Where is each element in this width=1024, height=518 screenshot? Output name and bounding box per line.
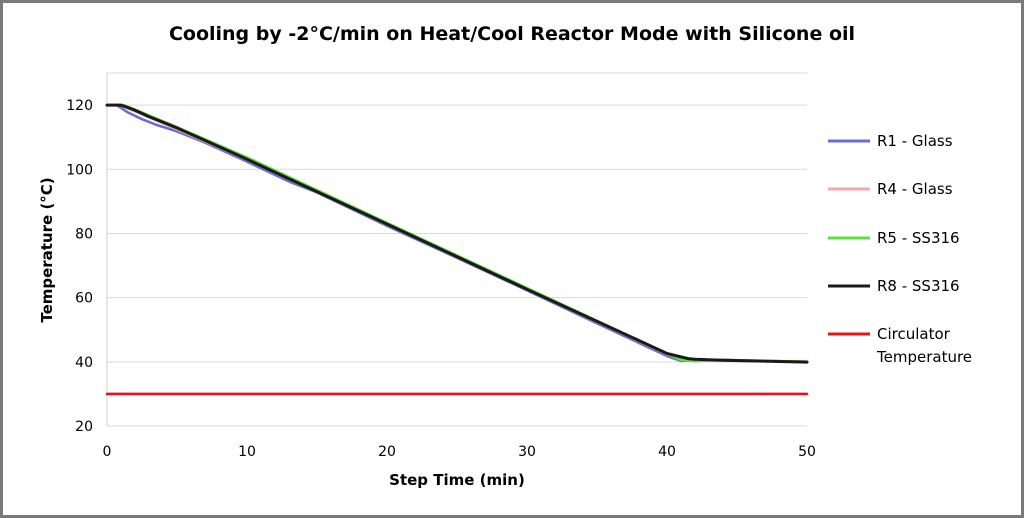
legend-label: R1 - Glass bbox=[877, 132, 953, 150]
chart-title: Cooling by -2°C/min on Heat/Cool Reactor… bbox=[169, 23, 855, 45]
x-tick-label: 10 bbox=[238, 444, 256, 460]
y-tick-label: 120 bbox=[66, 98, 93, 114]
y-tick-label: 60 bbox=[75, 291, 93, 307]
x-tick-label: 0 bbox=[103, 444, 112, 460]
legend-label: R4 - Glass bbox=[877, 180, 953, 198]
y-tick-label: 80 bbox=[75, 226, 93, 242]
y-tick-label: 100 bbox=[66, 162, 93, 178]
y-axis-label: Temperature (°C) bbox=[38, 177, 56, 322]
series-lines bbox=[105, 103, 809, 396]
y-tick-label: 40 bbox=[75, 355, 93, 371]
legend-label: Temperature bbox=[876, 348, 972, 366]
y-tick-label: 20 bbox=[75, 419, 93, 435]
x-tick-label: 30 bbox=[518, 444, 536, 460]
legend-label: R5 - SS316 bbox=[877, 229, 960, 247]
x-tick-labels: 0 10 20 30 40 50 bbox=[103, 444, 816, 460]
legend-label: Circulator bbox=[877, 325, 951, 343]
x-axis-label: Step Time (min) bbox=[389, 471, 525, 489]
x-tick-label: 50 bbox=[798, 444, 816, 460]
legend-label: R8 - SS316 bbox=[877, 277, 960, 295]
x-tick-label: 40 bbox=[658, 444, 676, 460]
x-tick-label: 20 bbox=[378, 444, 396, 460]
series-line bbox=[105, 103, 809, 364]
legend: R1 - Glass R4 - Glass R5 - SS316 R8 - SS316… bbox=[828, 132, 972, 366]
y-tick-labels: 20 40 60 80 100 120 bbox=[66, 98, 93, 435]
gridlines bbox=[107, 72, 807, 427]
